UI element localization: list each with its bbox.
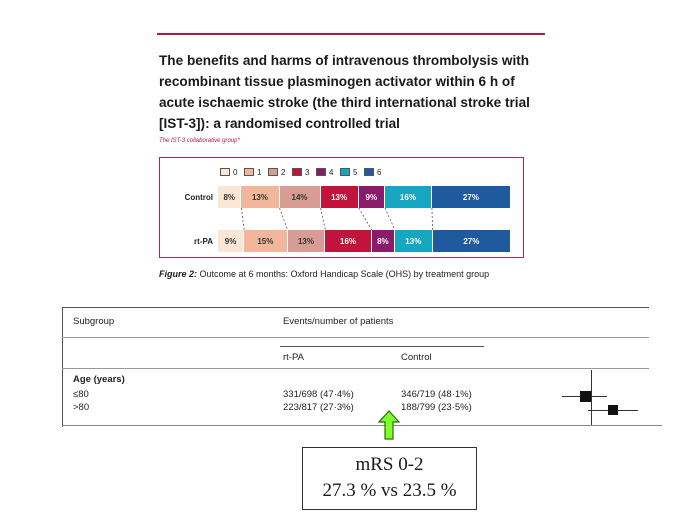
legend-swatch	[316, 168, 326, 176]
bar-segment-ohs-1: 15%	[244, 230, 288, 252]
bar-segment-ohs-2: 13%	[287, 230, 326, 252]
table-cell-control: 188/799 (23·5%)	[401, 402, 472, 413]
legend-item-1: 1	[244, 166, 261, 178]
legend-swatch	[244, 168, 254, 176]
table-cell-rtpa: 223/817 (27·3%)	[283, 402, 354, 413]
table-bottom-rule	[62, 425, 662, 426]
table-header-rule	[62, 337, 649, 338]
legend-label: 2	[281, 167, 286, 177]
table-group-label: Age (years)	[73, 374, 125, 385]
table-header-subgroup: Subgroup	[73, 316, 115, 327]
result-callout: mRS 0-2 27.3 % vs 23.5 %	[302, 447, 477, 510]
figure-caption-text: Outcome at 6 months: Oxford Handicap Sca…	[197, 269, 490, 279]
figure-frame	[159, 157, 524, 258]
table-subheader-bottom-rule	[62, 368, 649, 369]
legend-label: 3	[305, 167, 310, 177]
legend-item-2: 2	[268, 166, 285, 178]
forest-point-marker	[608, 405, 618, 415]
table-top-rule	[62, 307, 649, 308]
table-left-rule	[62, 307, 63, 427]
legend-swatch	[340, 168, 350, 176]
bar-row-rtpa: 9% 15% 13% 16% 8% 13% 27%	[218, 230, 511, 252]
legend-swatch	[292, 168, 302, 176]
legend-label: 6	[377, 167, 382, 177]
bar-segment-ohs-6: 27%	[432, 230, 511, 252]
legend-swatch	[220, 168, 230, 176]
legend-label: 5	[353, 167, 358, 177]
legend-label: 0	[233, 167, 238, 177]
legend-label: 4	[329, 167, 334, 177]
callout-line2: 27.3 % vs 23.5 %	[322, 480, 457, 501]
bar-segment-ohs-4: 8%	[371, 230, 395, 252]
legend-swatch	[364, 168, 374, 176]
header-rule	[157, 33, 545, 35]
paper-authors: The IST-3 collaborative group*	[159, 138, 240, 144]
row-label-rtpa: rt-PA	[194, 237, 213, 246]
bar-segment-ohs-3: 16%	[325, 230, 372, 252]
bar-segment-ohs-1: 13%	[241, 186, 280, 208]
bar-segment-ohs-4: 9%	[358, 186, 385, 208]
bar-segment-ohs-0: 9%	[218, 230, 245, 252]
row-label-control: Control	[184, 193, 213, 202]
legend-item-0: 0	[220, 166, 237, 178]
bar-segment-ohs-5: 13%	[394, 230, 433, 252]
bar-row-control: 8% 13% 14% 13% 9% 16% 27%	[218, 186, 511, 208]
table-row-label: >80	[73, 402, 90, 413]
legend-item-4: 4	[316, 166, 333, 178]
table-cell-control: 346/719 (48·1%)	[401, 389, 472, 400]
table-row-label: ≤80	[73, 389, 89, 400]
bar-segment-ohs-0: 8%	[218, 186, 242, 208]
legend-item-5: 5	[340, 166, 357, 178]
table-header-events: Events/number of patients	[283, 316, 394, 327]
bar-segment-ohs-5: 16%	[385, 186, 432, 208]
legend-swatch	[268, 168, 278, 176]
bar-segment-ohs-3: 13%	[320, 186, 359, 208]
table-subheader-rule	[280, 346, 484, 347]
forest-point-marker	[580, 391, 591, 402]
forest-reference-line	[591, 370, 592, 425]
bar-segment-ohs-6: 27%	[431, 186, 511, 208]
callout-line1: mRS 0-2	[355, 454, 424, 475]
up-arrow-icon	[378, 410, 400, 440]
bar-segment-ohs-2: 14%	[279, 186, 321, 208]
figure-caption: Figure 2: Outcome at 6 months: Oxford Ha…	[159, 268, 519, 280]
paper-title: The benefits and harms of intravenous th…	[159, 53, 530, 131]
figure-caption-lead: Figure 2:	[159, 269, 198, 279]
legend-item-6: 6	[364, 166, 381, 178]
legend-item-3: 3	[292, 166, 309, 178]
table-cell-rtpa: 331/698 (47·4%)	[283, 389, 354, 400]
table-header-control: Control	[401, 352, 432, 363]
table-header-rtpa: rt-PA	[283, 352, 304, 363]
legend-label: 1	[257, 167, 262, 177]
